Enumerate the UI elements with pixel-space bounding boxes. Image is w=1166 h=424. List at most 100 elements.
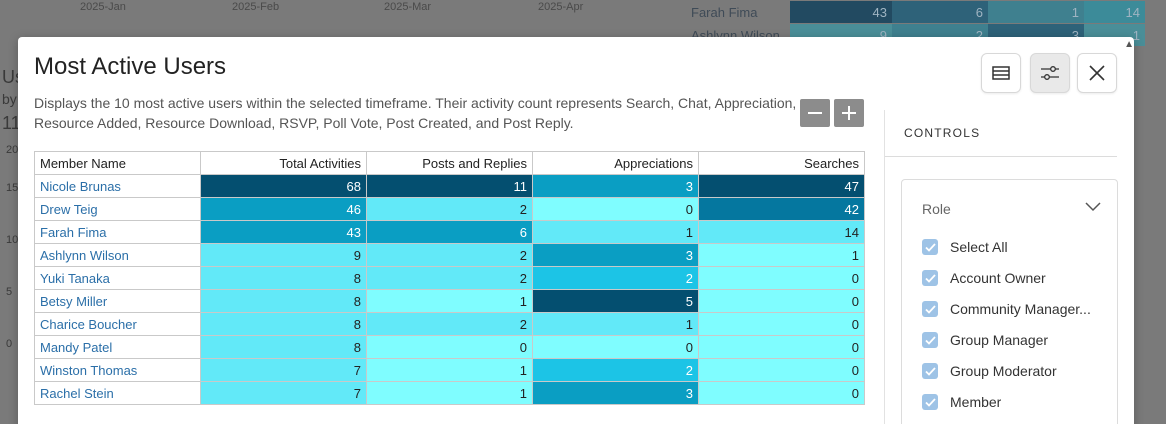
cell-total-activities: 46 bbox=[200, 197, 367, 221]
cell-posts-and-replies: 2 bbox=[366, 243, 533, 267]
cell-appreciations: 3 bbox=[532, 174, 699, 198]
role-option[interactable]: Group Moderator bbox=[922, 361, 1057, 381]
member-name-link[interactable]: Charice Boucher bbox=[34, 312, 201, 336]
cell-total-activities: 8 bbox=[200, 289, 367, 313]
role-option-label: Account Owner bbox=[950, 270, 1046, 286]
cell-posts-and-replies: 1 bbox=[366, 358, 533, 382]
cell-appreciations: 2 bbox=[532, 266, 699, 290]
zoom-in-button[interactable] bbox=[834, 99, 864, 127]
cell-posts-and-replies: 2 bbox=[366, 266, 533, 290]
background-row: Farah Fima 43 6 1 14 bbox=[685, 1, 1145, 23]
column-header-member-name[interactable]: Member Name bbox=[34, 151, 201, 175]
member-name-link[interactable]: Betsy Miller bbox=[34, 289, 201, 313]
role-option[interactable]: Community Manager... bbox=[922, 299, 1091, 319]
role-option-label: Group Manager bbox=[950, 332, 1049, 348]
table-row: Farah Fima 43 6 1 14 bbox=[34, 220, 865, 244]
member-name-link[interactable]: Drew Teig bbox=[34, 197, 201, 221]
axis-label: 2025-Apr bbox=[538, 1, 584, 13]
table-view-button[interactable] bbox=[981, 53, 1021, 93]
role-option-label: Member bbox=[950, 394, 1002, 410]
cell-posts-and-replies: 2 bbox=[366, 197, 533, 221]
role-option[interactable]: Member bbox=[922, 392, 1001, 412]
cell-searches: 1 bbox=[698, 243, 865, 267]
role-filter: Role Select All Account Owner Community Ma… bbox=[901, 179, 1118, 424]
cell-total-activities: 8 bbox=[200, 266, 367, 290]
cell-total-activities: 68 bbox=[200, 174, 367, 198]
most-active-users-modal: ▲ Most Active Users Displays the 10 most… bbox=[18, 37, 1134, 424]
checkbox-checked-icon[interactable] bbox=[922, 270, 938, 286]
column-header-searches[interactable]: Searches bbox=[698, 151, 865, 175]
cell-appreciations: 3 bbox=[532, 381, 699, 405]
checkbox-checked-icon[interactable] bbox=[922, 239, 938, 255]
role-option-label: Group Moderator bbox=[950, 363, 1057, 379]
cell-posts-and-replies: 0 bbox=[366, 335, 533, 359]
table-row: Rachel Stein 7 1 3 0 bbox=[34, 381, 865, 405]
member-name-link[interactable]: Rachel Stein bbox=[34, 381, 201, 405]
table-row: Mandy Patel 8 0 0 0 bbox=[34, 335, 865, 359]
cell-searches: 0 bbox=[698, 312, 865, 336]
cell-total-activities: 43 bbox=[200, 220, 367, 244]
most-active-users-table: Member Name Total Activities Posts and R… bbox=[34, 151, 865, 405]
cell-total-activities: 9 bbox=[200, 243, 367, 267]
controls-toggle-button[interactable] bbox=[1030, 53, 1070, 93]
cell-posts-and-replies: 1 bbox=[366, 289, 533, 313]
member-name-link[interactable]: Farah Fima bbox=[34, 220, 201, 244]
cell-appreciations: 2 bbox=[532, 358, 699, 382]
table-icon bbox=[992, 66, 1010, 80]
checkbox-checked-icon[interactable] bbox=[922, 301, 938, 317]
zoom-out-button[interactable] bbox=[800, 99, 830, 127]
table-row: Drew Teig 46 2 0 42 bbox=[34, 197, 865, 221]
table-header-row: Member Name Total Activities Posts and R… bbox=[34, 151, 865, 175]
axis-label: 2025-Jan bbox=[80, 1, 126, 13]
axis-label: 2025-Feb bbox=[232, 1, 280, 13]
table-row: Nicole Brunas 68 11 3 47 bbox=[34, 174, 865, 198]
member-name-link[interactable]: Yuki Tanaka bbox=[34, 266, 201, 290]
cell-total-activities: 8 bbox=[200, 335, 367, 359]
axis-label: 2025-Mar bbox=[384, 1, 432, 13]
table-row: Winston Thomas 7 1 2 0 bbox=[34, 358, 865, 382]
member-name-link[interactable]: Ashlynn Wilson bbox=[34, 243, 201, 267]
cell-searches: 0 bbox=[698, 381, 865, 405]
member-name-link[interactable]: Winston Thomas bbox=[34, 358, 201, 382]
cell-appreciations: 1 bbox=[532, 312, 699, 336]
cell-searches: 0 bbox=[698, 266, 865, 290]
close-icon bbox=[1089, 65, 1105, 81]
table-row: Ashlynn Wilson 9 2 3 1 bbox=[34, 243, 865, 267]
cell-total-activities: 7 bbox=[200, 358, 367, 382]
column-header-posts-and-replies[interactable]: Posts and Replies bbox=[366, 151, 533, 175]
modal-description: Displays the 10 most active users within… bbox=[34, 95, 797, 131]
background-table: Farah Fima 43 6 1 14 Ashlynn Wilson 9 2 … bbox=[685, 0, 1166, 46]
controls-title: CONTROLS bbox=[904, 126, 981, 140]
checkbox-checked-icon[interactable] bbox=[922, 332, 938, 348]
role-option[interactable]: Select All bbox=[922, 237, 1008, 257]
cell-posts-and-replies: 6 bbox=[366, 220, 533, 244]
member-name-link[interactable]: Nicole Brunas bbox=[34, 174, 201, 198]
divider bbox=[885, 156, 1117, 157]
cell-appreciations: 0 bbox=[532, 197, 699, 221]
cell-searches: 47 bbox=[698, 174, 865, 198]
role-option[interactable]: Group Manager bbox=[922, 330, 1048, 350]
cell-searches: 0 bbox=[698, 335, 865, 359]
role-filter-title[interactable]: Role bbox=[922, 201, 951, 217]
chevron-down-icon[interactable] bbox=[1085, 202, 1101, 212]
plus-icon bbox=[842, 106, 856, 120]
cell-appreciations: 3 bbox=[532, 243, 699, 267]
cell-posts-and-replies: 1 bbox=[366, 381, 533, 405]
column-header-total-activities[interactable]: Total Activities bbox=[200, 151, 367, 175]
cell-searches: 14 bbox=[698, 220, 865, 244]
checkbox-checked-icon[interactable] bbox=[922, 394, 938, 410]
cell-searches: 0 bbox=[698, 289, 865, 313]
checkbox-checked-icon[interactable] bbox=[922, 363, 938, 379]
member-name-link[interactable]: Mandy Patel bbox=[34, 335, 201, 359]
cell-posts-and-replies: 11 bbox=[366, 174, 533, 198]
column-header-appreciations[interactable]: Appreciations bbox=[532, 151, 699, 175]
cell-appreciations: 5 bbox=[532, 289, 699, 313]
scroll-up-arrow-icon[interactable]: ▲ bbox=[1124, 39, 1134, 50]
sliders-icon bbox=[1041, 66, 1059, 80]
cell-total-activities: 8 bbox=[200, 312, 367, 336]
minus-icon bbox=[808, 112, 822, 114]
role-option-label: Community Manager... bbox=[950, 301, 1091, 317]
role-option[interactable]: Account Owner bbox=[922, 268, 1046, 288]
close-button[interactable] bbox=[1077, 53, 1117, 93]
background-chart-axis: 2025-Jan 2025-Feb 2025-Mar 2025-Apr bbox=[60, 0, 680, 16]
